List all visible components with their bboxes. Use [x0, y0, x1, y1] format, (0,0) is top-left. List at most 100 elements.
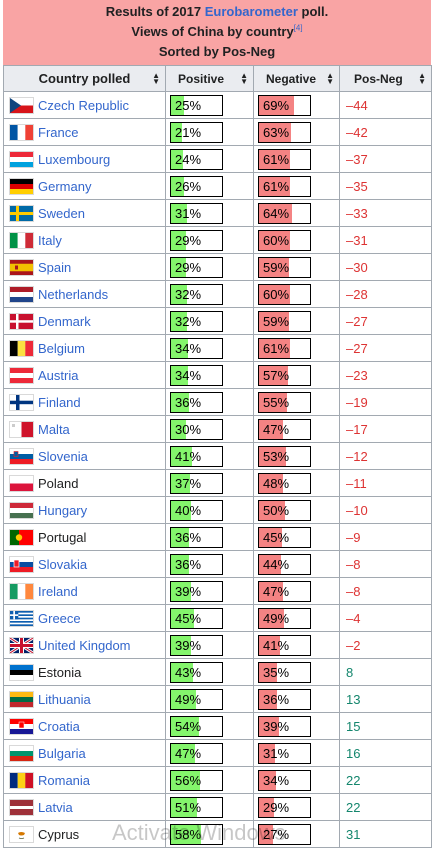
negative-bar-fill	[259, 419, 283, 439]
header-pos-neg[interactable]: Pos-Neg ▲ ▼	[339, 65, 432, 92]
negative-cell: 47%	[253, 415, 340, 443]
positive-value: 47%	[175, 745, 202, 761]
negative-cell: 35%	[253, 658, 340, 686]
caption-suffix: poll.	[297, 4, 329, 19]
table-row: Poland 37% 48% –11	[3, 469, 432, 497]
positive-bar-fill	[171, 203, 187, 223]
country-link[interactable]: Croatia	[38, 719, 80, 735]
positive-bar: 21%	[170, 121, 223, 143]
negative-value: 31%	[263, 745, 290, 761]
country-link[interactable]: Sweden	[38, 206, 85, 222]
reference-link[interactable]: [4]	[293, 23, 303, 33]
country-link[interactable]: Netherlands	[38, 287, 109, 303]
negative-value: 45%	[263, 529, 290, 545]
negative-cell: 36%	[253, 685, 340, 713]
latvia-flag-icon	[10, 800, 33, 816]
negative-bar-fill	[259, 446, 287, 466]
positive-cell: 39%	[165, 631, 254, 659]
positive-value: 32%	[175, 286, 202, 302]
negative-bar-fill	[259, 122, 292, 142]
country-link[interactable]: Germany	[38, 179, 92, 195]
pos-neg-value: 15	[339, 712, 432, 740]
sort-icon: ▲ ▼	[326, 70, 334, 86]
country-link: Cyprus	[38, 827, 80, 843]
positive-value: 51%	[175, 799, 202, 815]
negative-cell: 69%	[253, 91, 340, 119]
positive-bar-fill	[171, 149, 184, 169]
romania-flag-icon	[10, 773, 33, 789]
country-link[interactable]: Bulgaria	[38, 746, 86, 762]
positive-bar: 47%	[170, 742, 223, 764]
positive-bar-fill	[171, 770, 200, 790]
positive-cell: 58%	[165, 820, 254, 848]
pos-neg-value: –17	[339, 415, 432, 443]
negative-bar-fill	[259, 365, 289, 385]
negative-bar: 63%	[258, 121, 311, 143]
table-row: Germany 26% 61% –35	[3, 172, 432, 200]
country-link[interactable]: Italy	[38, 233, 62, 249]
finland-flag-icon	[10, 395, 33, 411]
negative-bar: 34%	[258, 769, 311, 791]
country-link[interactable]: Spain	[38, 260, 72, 276]
country-link[interactable]: Luxembourg	[38, 152, 111, 168]
country-link[interactable]: Ireland	[38, 584, 78, 600]
country-link[interactable]: Czech Republic	[38, 98, 130, 114]
country-link[interactable]: Denmark	[38, 314, 91, 330]
header-negative[interactable]: Negative ▲ ▼	[253, 65, 340, 92]
positive-bar-fill	[171, 284, 188, 304]
negative-bar: 45%	[258, 526, 311, 548]
country-link[interactable]: Romania	[38, 773, 91, 789]
country-link[interactable]: Greece	[38, 611, 81, 627]
positive-bar: 30%	[170, 418, 223, 440]
pos-neg-value: –35	[339, 172, 432, 200]
country-link[interactable]: Malta	[38, 422, 70, 438]
caption-line2: Views of China by country	[131, 24, 294, 39]
caption-line3: Sorted by Pos-Neg	[158, 44, 276, 59]
negative-bar-fill	[259, 95, 295, 115]
bulgaria-flag-icon	[10, 746, 33, 762]
positive-bar-fill	[171, 743, 195, 763]
country-link[interactable]: Slovakia	[38, 557, 88, 573]
header-positive[interactable]: Positive ▲ ▼	[165, 65, 254, 92]
country-link[interactable]: Belgium	[38, 341, 85, 357]
sort-icon: ▲ ▼	[240, 70, 248, 86]
table-row: Bulgaria 47% 31% 16	[3, 739, 432, 767]
pos-neg-value: –19	[339, 388, 432, 416]
country-link[interactable]: Finland	[38, 395, 81, 411]
slovakia-flag-icon	[10, 557, 33, 573]
positive-bar: 29%	[170, 256, 223, 278]
pos-neg-value: –11	[339, 469, 432, 497]
country-link[interactable]: Latvia	[38, 800, 73, 816]
positive-bar: 39%	[170, 580, 223, 602]
country-cell: Italy	[3, 226, 166, 254]
negative-bar-fill	[259, 662, 277, 682]
poland-flag-icon	[10, 476, 33, 492]
header-country[interactable]: Country polled ▲ ▼	[3, 65, 166, 92]
country-link[interactable]: Austria	[38, 368, 79, 384]
table-row: Estonia 43% 35% 8	[3, 658, 432, 686]
negative-cell: 41%	[253, 631, 340, 659]
poll-table-container: Results of 2017 Eurobarometer poll. View…	[3, 0, 432, 848]
positive-value: 32%	[175, 313, 202, 329]
negative-cell: 57%	[253, 361, 340, 389]
table-row: Cyprus 58% 27% 31	[3, 820, 432, 848]
negative-value: 64%	[263, 205, 290, 221]
positive-value: 36%	[175, 529, 202, 545]
table-row: Portugal 36% 45% –9	[3, 523, 432, 551]
country-link[interactable]: France	[38, 125, 79, 141]
negative-bar: 35%	[258, 661, 311, 683]
negative-cell: 60%	[253, 280, 340, 308]
country-link[interactable]: United Kingdom	[38, 638, 131, 654]
positive-bar: 39%	[170, 634, 223, 656]
country-link[interactable]: Slovenia	[38, 449, 88, 465]
negative-bar-fill	[259, 311, 290, 331]
eurobarometer-link[interactable]: Eurobarometer	[204, 4, 298, 19]
country-link[interactable]: Lithuania	[38, 692, 91, 708]
negative-bar-fill	[259, 554, 282, 574]
positive-cell: 25%	[165, 91, 254, 119]
negative-value: 34%	[263, 772, 290, 788]
positive-value: 49%	[175, 691, 202, 707]
country-link[interactable]: Hungary	[38, 503, 88, 519]
positive-value: 30%	[175, 421, 202, 437]
negative-value: 69%	[263, 97, 290, 113]
